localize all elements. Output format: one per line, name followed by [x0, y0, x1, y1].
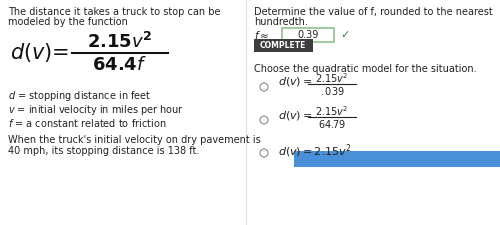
- Text: Choose the quadratic model for the situation.: Choose the quadratic model for the situa…: [254, 64, 476, 74]
- Text: $2.15v^2$: $2.15v^2$: [315, 71, 349, 85]
- Text: $\mathit{d}$ = stopping distance in feet: $\mathit{d}$ = stopping distance in feet: [8, 89, 152, 103]
- Text: 40 mph, its stopping distance is 138 ft.: 40 mph, its stopping distance is 138 ft.: [8, 146, 200, 156]
- Text: 0.39: 0.39: [298, 30, 318, 40]
- Text: ✓: ✓: [340, 30, 349, 40]
- Text: $2.15v^2$: $2.15v^2$: [315, 104, 349, 118]
- Text: The distance it takes a truck to stop can be: The distance it takes a truck to stop ca…: [8, 7, 220, 17]
- FancyBboxPatch shape: [282, 28, 334, 42]
- Text: $.039$: $.039$: [320, 85, 344, 97]
- Text: modeled by the function: modeled by the function: [8, 17, 128, 27]
- Text: Determine the value of f, rounded to the nearest: Determine the value of f, rounded to the…: [254, 7, 493, 17]
- Text: $\mathit{d}(\mathit{v})=$: $\mathit{d}(\mathit{v})=$: [278, 76, 312, 88]
- Text: $f\approx$: $f\approx$: [254, 29, 270, 41]
- Text: $64.79$: $64.79$: [318, 118, 346, 130]
- Text: COMPLETE: COMPLETE: [260, 40, 306, 50]
- Text: $\mathit{d}(\mathit{v})=$: $\mathit{d}(\mathit{v})=$: [278, 108, 312, 122]
- Text: $\mathit{f}$ = a constant related to friction: $\mathit{f}$ = a constant related to fri…: [8, 117, 166, 129]
- Text: $\mathit{d}(\mathit{v})=2.15v^2$: $\mathit{d}(\mathit{v})=2.15v^2$: [278, 142, 352, 160]
- Text: $\mathbf{64.4}\mathit{f}$: $\mathbf{64.4}\mathit{f}$: [92, 56, 148, 74]
- Text: When the truck's initial velocity on dry pavement is: When the truck's initial velocity on dry…: [8, 135, 261, 145]
- FancyBboxPatch shape: [254, 38, 312, 52]
- FancyBboxPatch shape: [294, 151, 500, 167]
- Text: $\mathit{d}$($\mathit{v}$)=: $\mathit{d}$($\mathit{v}$)=: [10, 41, 70, 65]
- Text: $\mathbf{2.15}\mathit{v}^{\mathbf{2}}$: $\mathbf{2.15}\mathit{v}^{\mathbf{2}}$: [87, 32, 153, 52]
- Text: $\mathit{v}$ = initial velocity in miles per hour: $\mathit{v}$ = initial velocity in miles…: [8, 103, 184, 117]
- Text: hundredth.: hundredth.: [254, 17, 308, 27]
